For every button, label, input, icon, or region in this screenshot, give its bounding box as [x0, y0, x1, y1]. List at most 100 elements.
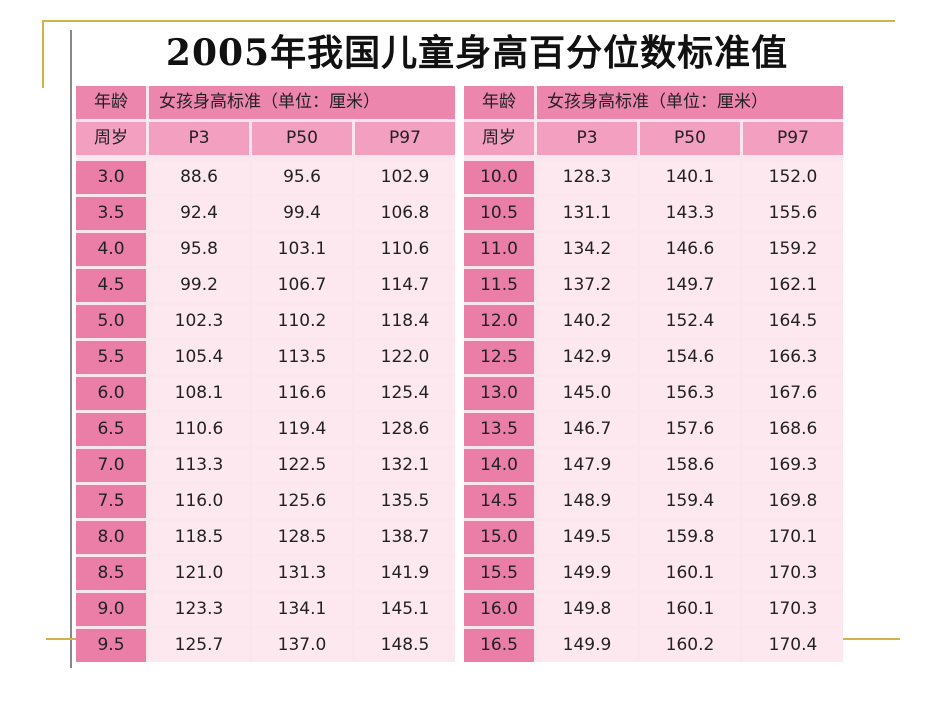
- p3-cell: 88.6: [149, 161, 249, 194]
- percentile-header-p97: P97: [743, 122, 843, 155]
- table-row: 5.5 105.4 113.5 122.0: [76, 341, 455, 374]
- age-cell: 9.0: [76, 593, 146, 626]
- age-cell: 6.0: [76, 377, 146, 410]
- p97-cell: 125.4: [355, 377, 455, 410]
- age-cell: 10.0: [464, 161, 534, 194]
- p97-cell: 162.1: [743, 269, 843, 302]
- p50-cell: 137.0: [252, 629, 352, 662]
- age-cell: 13.5: [464, 413, 534, 446]
- table-row: 6.0 108.1 116.6 125.4: [76, 377, 455, 410]
- table-row: 5.0 102.3 110.2 118.4: [76, 305, 455, 338]
- p3-cell: 149.9: [537, 629, 637, 662]
- p50-cell: 159.8: [640, 521, 740, 554]
- p50-cell: 159.4: [640, 485, 740, 518]
- p97-cell: 118.4: [355, 305, 455, 338]
- p97-cell: 122.0: [355, 341, 455, 374]
- p97-cell: 170.4: [743, 629, 843, 662]
- percentile-header-p97: P97: [355, 122, 455, 155]
- p97-cell: 167.6: [743, 377, 843, 410]
- table-row: 6.5 110.6 119.4 128.6: [76, 413, 455, 446]
- p3-cell: 118.5: [149, 521, 249, 554]
- p97-cell: 170.3: [743, 593, 843, 626]
- age-cell: 4.0: [76, 233, 146, 266]
- p50-cell: 160.2: [640, 629, 740, 662]
- table-row: 14.5 148.9 159.4 169.8: [464, 485, 843, 518]
- p50-cell: 119.4: [252, 413, 352, 446]
- age-cell: 10.5: [464, 197, 534, 230]
- p97-cell: 145.1: [355, 593, 455, 626]
- p97-cell: 170.1: [743, 521, 843, 554]
- height-table-left: 年龄 女孩身高标准（单位：厘米） 周岁 P3 P50 P97 3.0 88.6 95.6 102.…: [76, 86, 455, 662]
- header-row: 年龄 女孩身高标准（单位：厘米）: [464, 86, 843, 119]
- table-row: 7.0 113.3 122.5 132.1: [76, 449, 455, 482]
- age-cell: 3.5: [76, 197, 146, 230]
- age-unit-header: 周岁: [76, 122, 146, 155]
- p3-cell: 108.1: [149, 377, 249, 410]
- age-cell: 11.0: [464, 233, 534, 266]
- table-row: 8.0 118.5 128.5 138.7: [76, 521, 455, 554]
- p97-cell: 166.3: [743, 341, 843, 374]
- p97-cell: 159.2: [743, 233, 843, 266]
- table-row: 8.5 121.0 131.3 141.9: [76, 557, 455, 590]
- header-row: 年龄 女孩身高标准（单位：厘米）: [76, 86, 455, 119]
- table-row: 15.0 149.5 159.8 170.1: [464, 521, 843, 554]
- table-row: 12.0 140.2 152.4 164.5: [464, 305, 843, 338]
- table-row: 13.5 146.7 157.6 168.6: [464, 413, 843, 446]
- age-cell: 16.0: [464, 593, 534, 626]
- p97-cell: 106.8: [355, 197, 455, 230]
- p97-cell: 114.7: [355, 269, 455, 302]
- age-cell: 12.5: [464, 341, 534, 374]
- table-row: 14.0 147.9 158.6 169.3: [464, 449, 843, 482]
- p97-cell: 148.5: [355, 629, 455, 662]
- table-row: 11.5 137.2 149.7 162.1: [464, 269, 843, 302]
- left-margin-line: [70, 30, 72, 668]
- age-cell: 5.5: [76, 341, 146, 374]
- top-left-accent-line: [42, 20, 44, 88]
- p3-cell: 102.3: [149, 305, 249, 338]
- p3-cell: 125.7: [149, 629, 249, 662]
- p3-cell: 149.8: [537, 593, 637, 626]
- p3-cell: 145.0: [537, 377, 637, 410]
- age-cell: 15.5: [464, 557, 534, 590]
- age-cell: 12.0: [464, 305, 534, 338]
- age-cell: 14.5: [464, 485, 534, 518]
- percentile-header-p50: P50: [640, 122, 740, 155]
- p97-cell: 152.0: [743, 161, 843, 194]
- age-cell: 13.0: [464, 377, 534, 410]
- p50-cell: 113.5: [252, 341, 352, 374]
- p97-cell: 132.1: [355, 449, 455, 482]
- age-cell: 15.0: [464, 521, 534, 554]
- age-header: 年龄: [76, 86, 146, 119]
- table-row: 16.0 149.8 160.1 170.3: [464, 593, 843, 626]
- table-row: 4.5 99.2 106.7 114.7: [76, 269, 455, 302]
- age-cell: 8.5: [76, 557, 146, 590]
- p3-cell: 142.9: [537, 341, 637, 374]
- table-row: 3.5 92.4 99.4 106.8: [76, 197, 455, 230]
- p50-cell: 106.7: [252, 269, 352, 302]
- table-row: 7.5 116.0 125.6 135.5: [76, 485, 455, 518]
- p3-cell: 137.2: [537, 269, 637, 302]
- p97-cell: 169.3: [743, 449, 843, 482]
- p50-cell: 99.4: [252, 197, 352, 230]
- table-row: 4.0 95.8 103.1 110.6: [76, 233, 455, 266]
- p50-cell: 158.6: [640, 449, 740, 482]
- table-row: 9.0 123.3 134.1 145.1: [76, 593, 455, 626]
- p97-cell: 164.5: [743, 305, 843, 338]
- p97-cell: 155.6: [743, 197, 843, 230]
- p3-cell: 131.1: [537, 197, 637, 230]
- age-cell: 6.5: [76, 413, 146, 446]
- group-header: 女孩身高标准（单位：厘米）: [537, 86, 843, 119]
- p3-cell: 128.3: [537, 161, 637, 194]
- p97-cell: 135.5: [355, 485, 455, 518]
- p3-cell: 149.9: [537, 557, 637, 590]
- p3-cell: 134.2: [537, 233, 637, 266]
- p97-cell: 168.6: [743, 413, 843, 446]
- percentile-header-p50: P50: [252, 122, 352, 155]
- p50-cell: 110.2: [252, 305, 352, 338]
- age-cell: 7.5: [76, 485, 146, 518]
- p50-cell: 156.3: [640, 377, 740, 410]
- age-cell: 16.5: [464, 629, 534, 662]
- p50-cell: 154.6: [640, 341, 740, 374]
- height-table-right: 年龄 女孩身高标准（单位：厘米） 周岁 P3 P50 P97 10.0 128.3 140.1 1…: [464, 86, 843, 662]
- p97-cell: 110.6: [355, 233, 455, 266]
